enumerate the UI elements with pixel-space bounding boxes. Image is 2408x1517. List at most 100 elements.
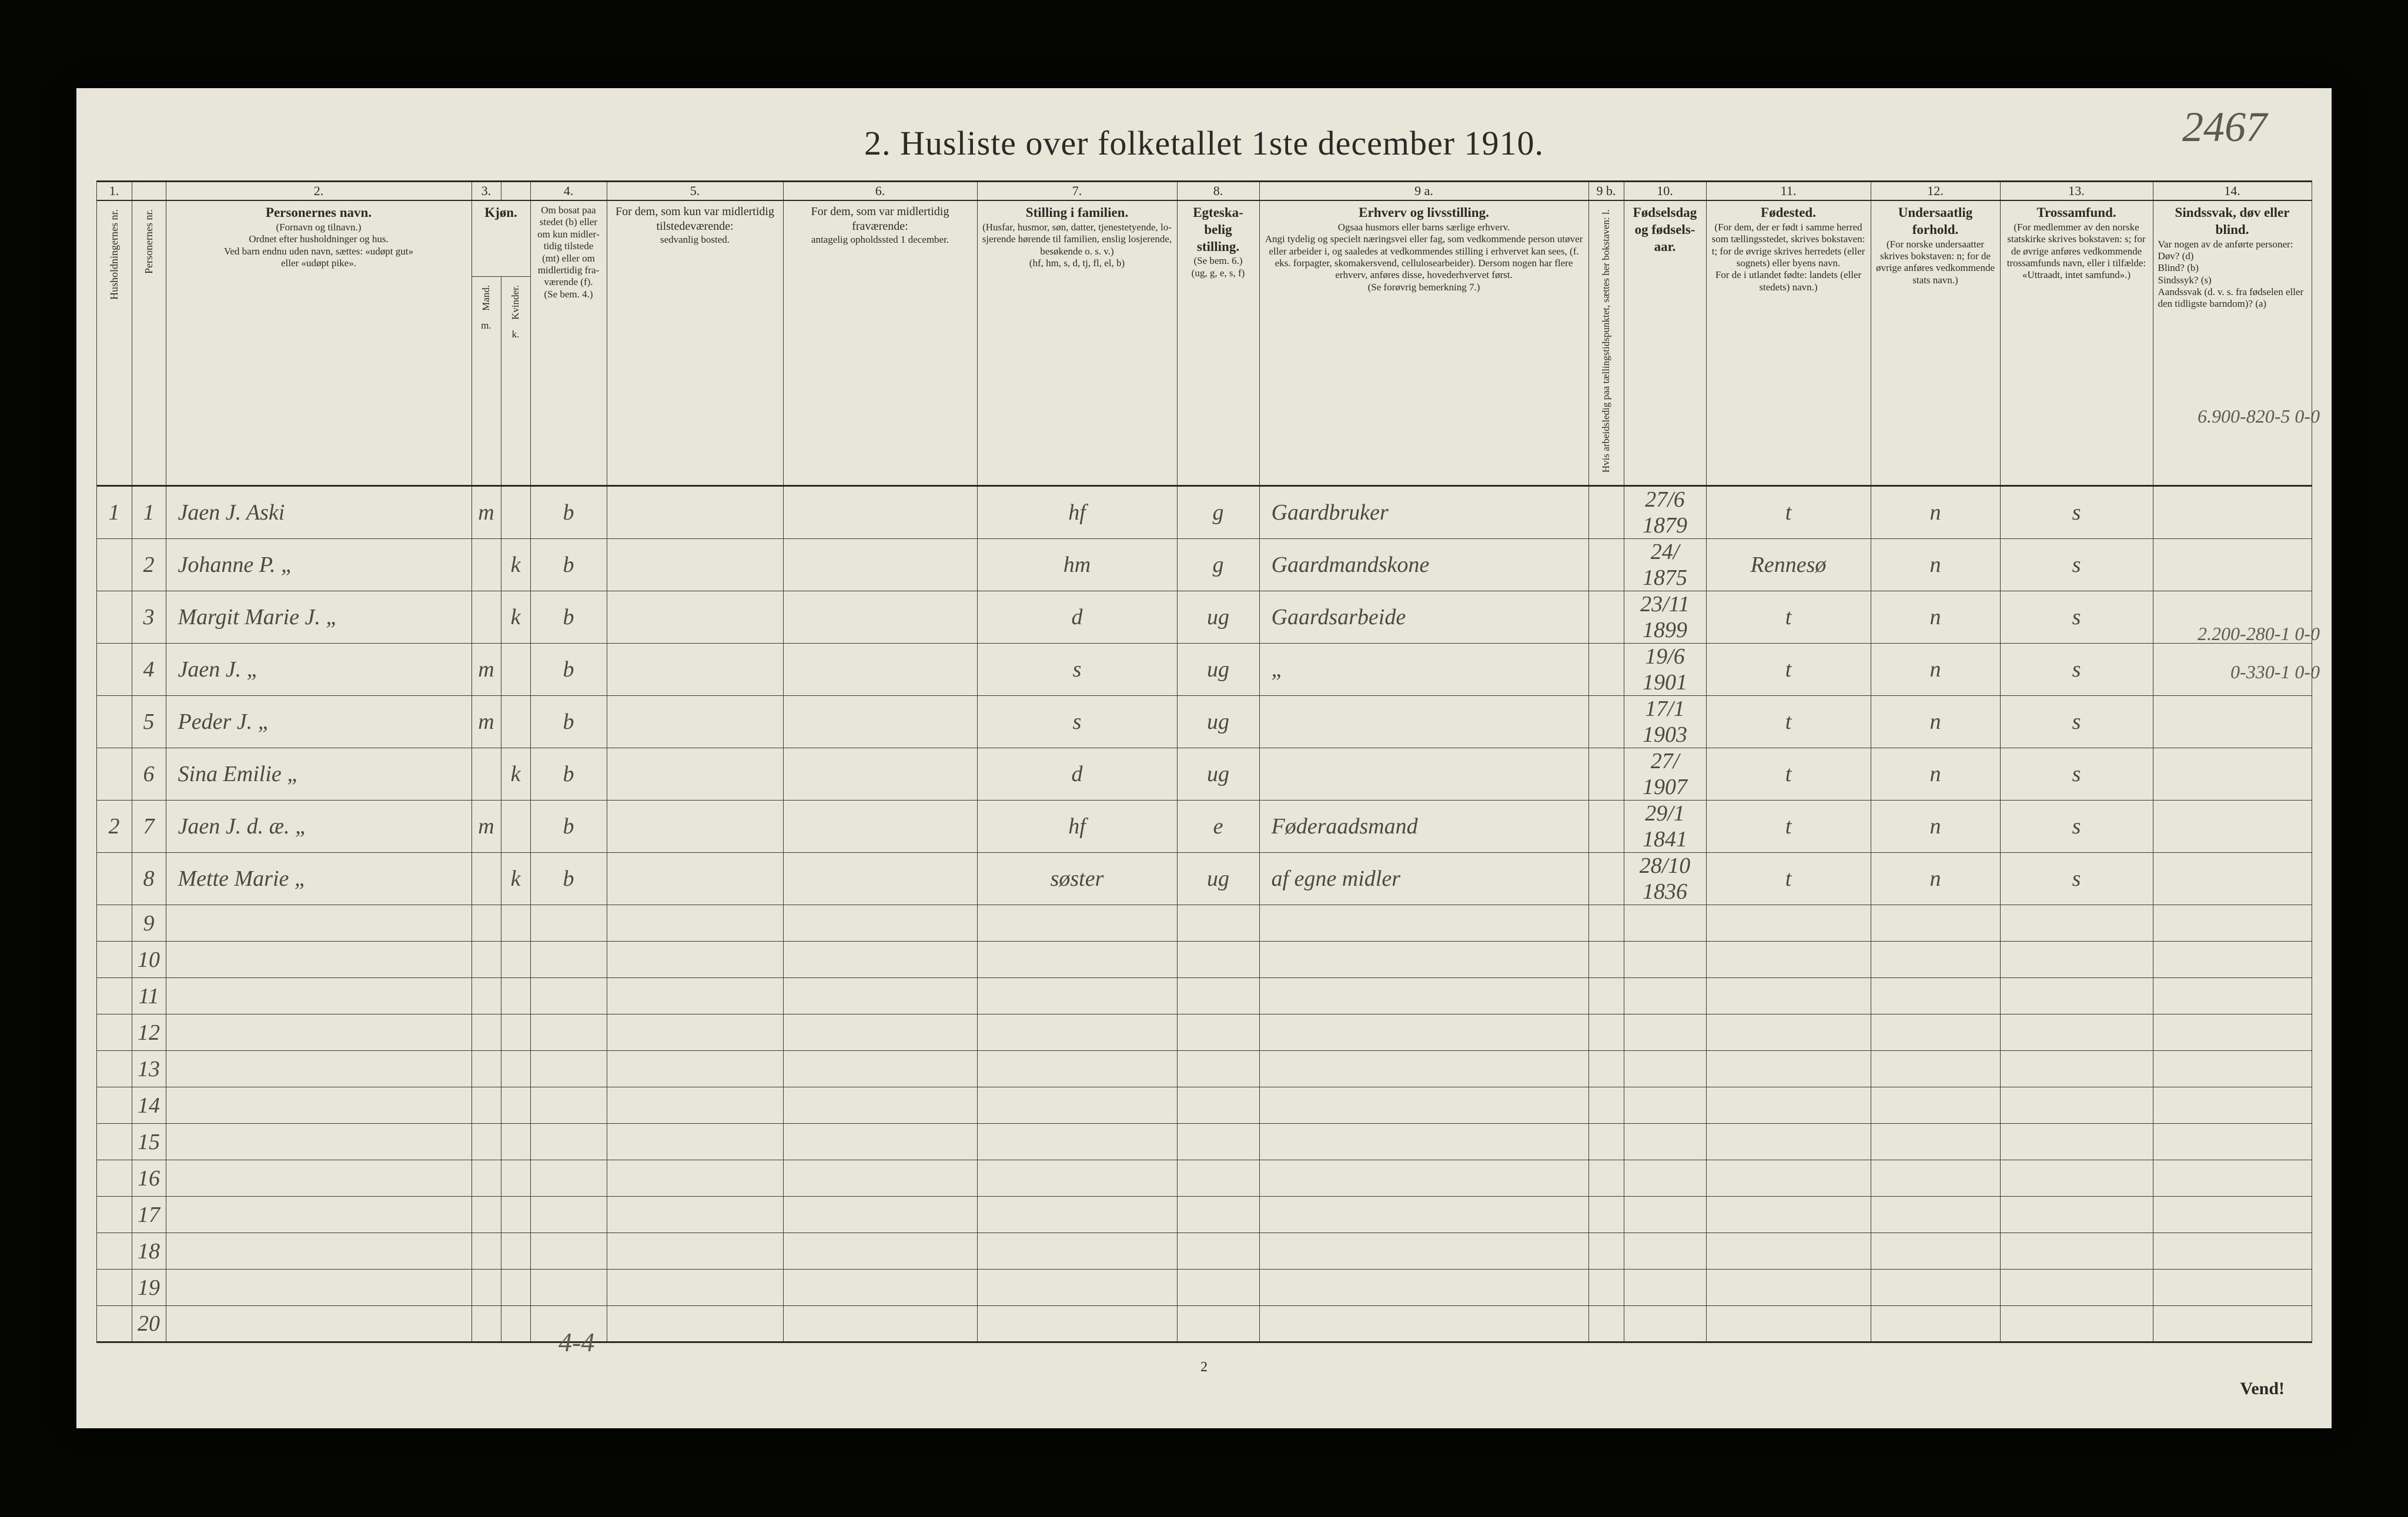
cell: 19/6 1901: [1624, 644, 1706, 696]
cell: t: [1706, 696, 1871, 748]
cell: 13: [132, 1051, 166, 1087]
cell: [96, 1306, 132, 1342]
cell: n: [1871, 486, 2000, 539]
hdr-sinds-l4: Aandssvak (d. v. s. fra fødselen eller d…: [2158, 286, 2307, 310]
cell: [1706, 1197, 1871, 1233]
cell: [607, 644, 783, 696]
cell: g: [1177, 539, 1259, 591]
cell: [2000, 942, 2153, 978]
cell: [471, 1233, 501, 1270]
cell: [1177, 1160, 1259, 1197]
hdr-mand: Mand.: [480, 280, 492, 316]
cell: [96, 1160, 132, 1197]
cell: [501, 1197, 530, 1233]
cell: [2153, 853, 2312, 905]
cell: [783, 1124, 977, 1160]
cell: [2153, 905, 2312, 942]
cell: [977, 1087, 1177, 1124]
cell: [1588, 539, 1624, 591]
cell: [1624, 1051, 1706, 1087]
hdr-navn-title: Personernes navn.: [171, 205, 467, 222]
cell: [607, 905, 783, 942]
cell: [607, 748, 783, 801]
table-row: 18: [96, 1233, 2312, 1270]
census-table: 1.2.3.4.5.6.7.8.9 a.9 b.10.11.12.13.14. …: [96, 180, 2312, 1343]
hdr-midl-tilstede-sub: sedvanlig bosted.: [612, 234, 778, 246]
cell: 28/10 1836: [1624, 853, 1706, 905]
cell: [2000, 905, 2153, 942]
cell: [607, 539, 783, 591]
cell: [1259, 942, 1588, 978]
cell: [1588, 1087, 1624, 1124]
cell: [501, 644, 530, 696]
cell: [977, 1124, 1177, 1160]
cell: [96, 905, 132, 942]
cell: s: [977, 696, 1177, 748]
cell: 17/1 1903: [1624, 696, 1706, 748]
cell: [1871, 1124, 2000, 1160]
cell: m: [471, 486, 501, 539]
cell: [530, 1233, 607, 1270]
cell: [501, 1051, 530, 1087]
table-row: 13: [96, 1051, 2312, 1087]
cell: [1588, 905, 1624, 942]
cell: ug: [1177, 644, 1259, 696]
cell: [501, 486, 530, 539]
table-row: 12: [96, 1014, 2312, 1051]
cell: [2000, 978, 2153, 1014]
cell: [607, 591, 783, 644]
cell: [501, 1124, 530, 1160]
table-row: 11Jaen J. AskimbhfgGaardbruker27/6 1879t…: [96, 486, 2312, 539]
cell: [1588, 748, 1624, 801]
cell: [783, 942, 977, 978]
cell: 3: [132, 591, 166, 644]
col-number-cell: 5.: [607, 182, 783, 201]
cell: [96, 539, 132, 591]
cell: [783, 1270, 977, 1306]
cell: [1706, 942, 1871, 978]
cell: [530, 1087, 607, 1124]
cell: søster: [977, 853, 1177, 905]
cell: [607, 801, 783, 853]
cell: af egne midler: [1259, 853, 1588, 905]
cell: 4: [132, 644, 166, 696]
cell: [1588, 801, 1624, 853]
cell: 23/11 1899: [1624, 591, 1706, 644]
cell: [783, 1197, 977, 1233]
cell: [96, 1087, 132, 1124]
cell: [1624, 1124, 1706, 1160]
cell: [530, 1014, 607, 1051]
cell: k: [501, 591, 530, 644]
cell: [1871, 1014, 2000, 1051]
hdr-navn-l3: eller «udøpt pike».: [171, 257, 467, 269]
col-number-cell: 3.: [471, 182, 501, 201]
cell: [471, 942, 501, 978]
cell: [471, 1306, 501, 1342]
cell: b: [530, 591, 607, 644]
cell: [783, 1233, 977, 1270]
cell: Jaen J. d. æ. „: [166, 801, 471, 853]
cell: [1588, 1306, 1624, 1342]
cell: g: [1177, 486, 1259, 539]
cell: [501, 696, 530, 748]
table-row: 2Johanne P. „kbhmgGaardmandskone24/ 1875…: [96, 539, 2312, 591]
cell: m: [471, 696, 501, 748]
cell: [166, 1124, 471, 1160]
cell: [96, 1197, 132, 1233]
cell: [1259, 1051, 1588, 1087]
cell: [1624, 942, 1706, 978]
cell: [96, 1124, 132, 1160]
cell: 20: [132, 1306, 166, 1342]
cell: [96, 1014, 132, 1051]
table-row: 6Sina Emilie „kbdug27/ 1907tns: [96, 748, 2312, 801]
cell: [783, 801, 977, 853]
hdr-fodested-l0: (For dem, der er født i samme herred som…: [1711, 222, 1866, 270]
cell: [1259, 905, 1588, 942]
cell: [96, 942, 132, 978]
cell: [1259, 1124, 1588, 1160]
cell: 12: [132, 1014, 166, 1051]
cell: 19: [132, 1270, 166, 1306]
cell: 8: [132, 853, 166, 905]
hdr-kvinder: Kvinder.: [510, 280, 521, 324]
table-row: 8Mette Marie „kbsøsterugaf egne midler28…: [96, 853, 2312, 905]
